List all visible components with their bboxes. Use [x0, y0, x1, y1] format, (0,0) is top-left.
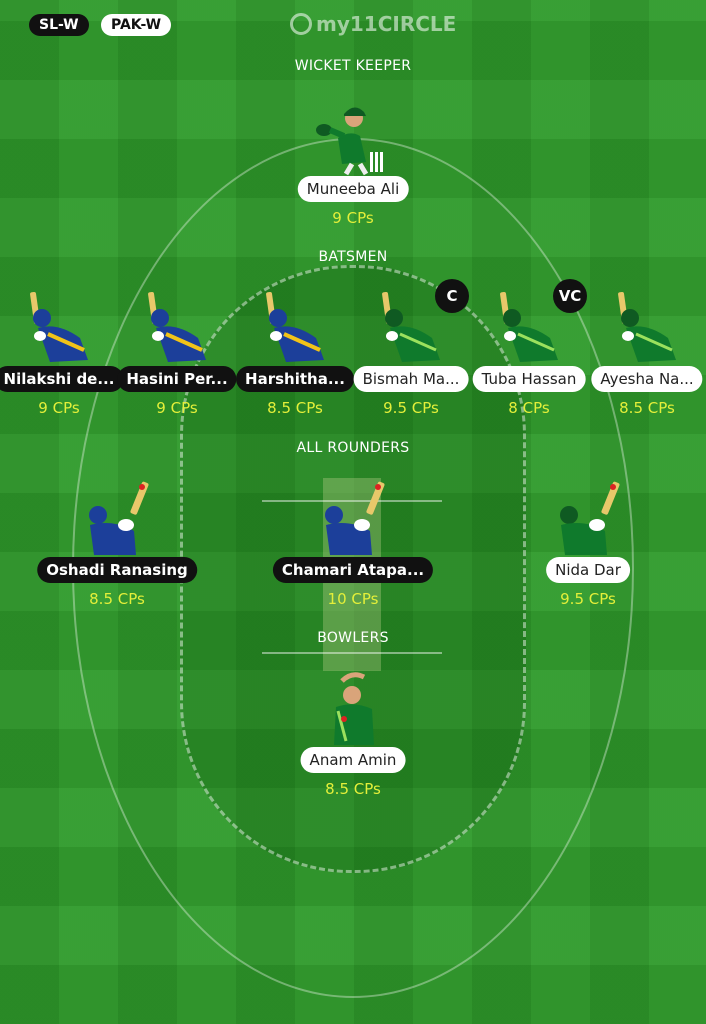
sl-all-rounder-icon — [325, 481, 385, 555]
logo-text: my11CIRCLE — [316, 12, 457, 36]
section-wicket-keeper: WICKET KEEPER — [294, 58, 412, 74]
player-name: Harshitha... — [236, 366, 354, 392]
player-credits: 8.5 CPs — [267, 399, 323, 417]
pak-batter-icon — [500, 291, 558, 362]
player-name: Oshadi Ranasing — [37, 557, 197, 583]
player-credits: 10 CPs — [327, 590, 379, 608]
player-name: Ayesha Na... — [591, 366, 703, 392]
team-tag-right: PAK-W — [101, 14, 172, 36]
wicket-keeper-icon — [316, 107, 383, 176]
player-name: Hasini Per... — [117, 366, 237, 392]
player-name: Nida Dar — [546, 557, 630, 583]
section-all-rounders: ALL ROUNDERS — [296, 440, 410, 456]
player-credits: 8.5 CPs — [89, 590, 145, 608]
player-name: Anam Amin — [300, 747, 406, 773]
player-name: Nilakshi de... — [0, 366, 124, 392]
player-name: Bismah Ma... — [353, 366, 469, 392]
sl-batter-icon — [266, 291, 324, 362]
player-name: Chamari Atapa... — [272, 557, 434, 583]
player-credits: 9.5 CPs — [383, 399, 439, 417]
crease-line — [262, 500, 442, 502]
player-credits: 9 CPs — [332, 209, 374, 227]
pak-batter-icon — [382, 291, 440, 362]
captain-badge: C — [435, 279, 469, 313]
sl-all-rounder-icon — [89, 481, 149, 555]
sl-batter-icon — [30, 291, 88, 362]
player-credits: 8.5 CPs — [619, 399, 675, 417]
crease-line — [262, 652, 442, 654]
brand-logo: my11CIRCLE — [290, 8, 456, 40]
pak-all-rounder-icon — [560, 481, 620, 555]
player-credits: 9 CPs — [156, 399, 198, 417]
player-credits: 8 CPs — [508, 399, 550, 417]
sl-batter-icon — [148, 291, 206, 362]
section-batsmen: BATSMEN — [318, 249, 388, 265]
player-name: Tuba Hassan — [472, 366, 586, 392]
vice-captain-badge: VC — [553, 279, 587, 313]
player-credits: 8.5 CPs — [325, 780, 381, 798]
pak-batter-icon — [618, 291, 676, 362]
section-bowlers: BOWLERS — [317, 630, 389, 646]
team-tag-left: SL-W — [29, 14, 89, 36]
player-credits: 9.5 CPs — [560, 590, 616, 608]
player-name: Muneeba Ali — [297, 176, 409, 202]
player-credits: 9 CPs — [38, 399, 80, 417]
pak-bowler-icon — [334, 672, 374, 745]
logo-ring-icon — [290, 13, 312, 35]
